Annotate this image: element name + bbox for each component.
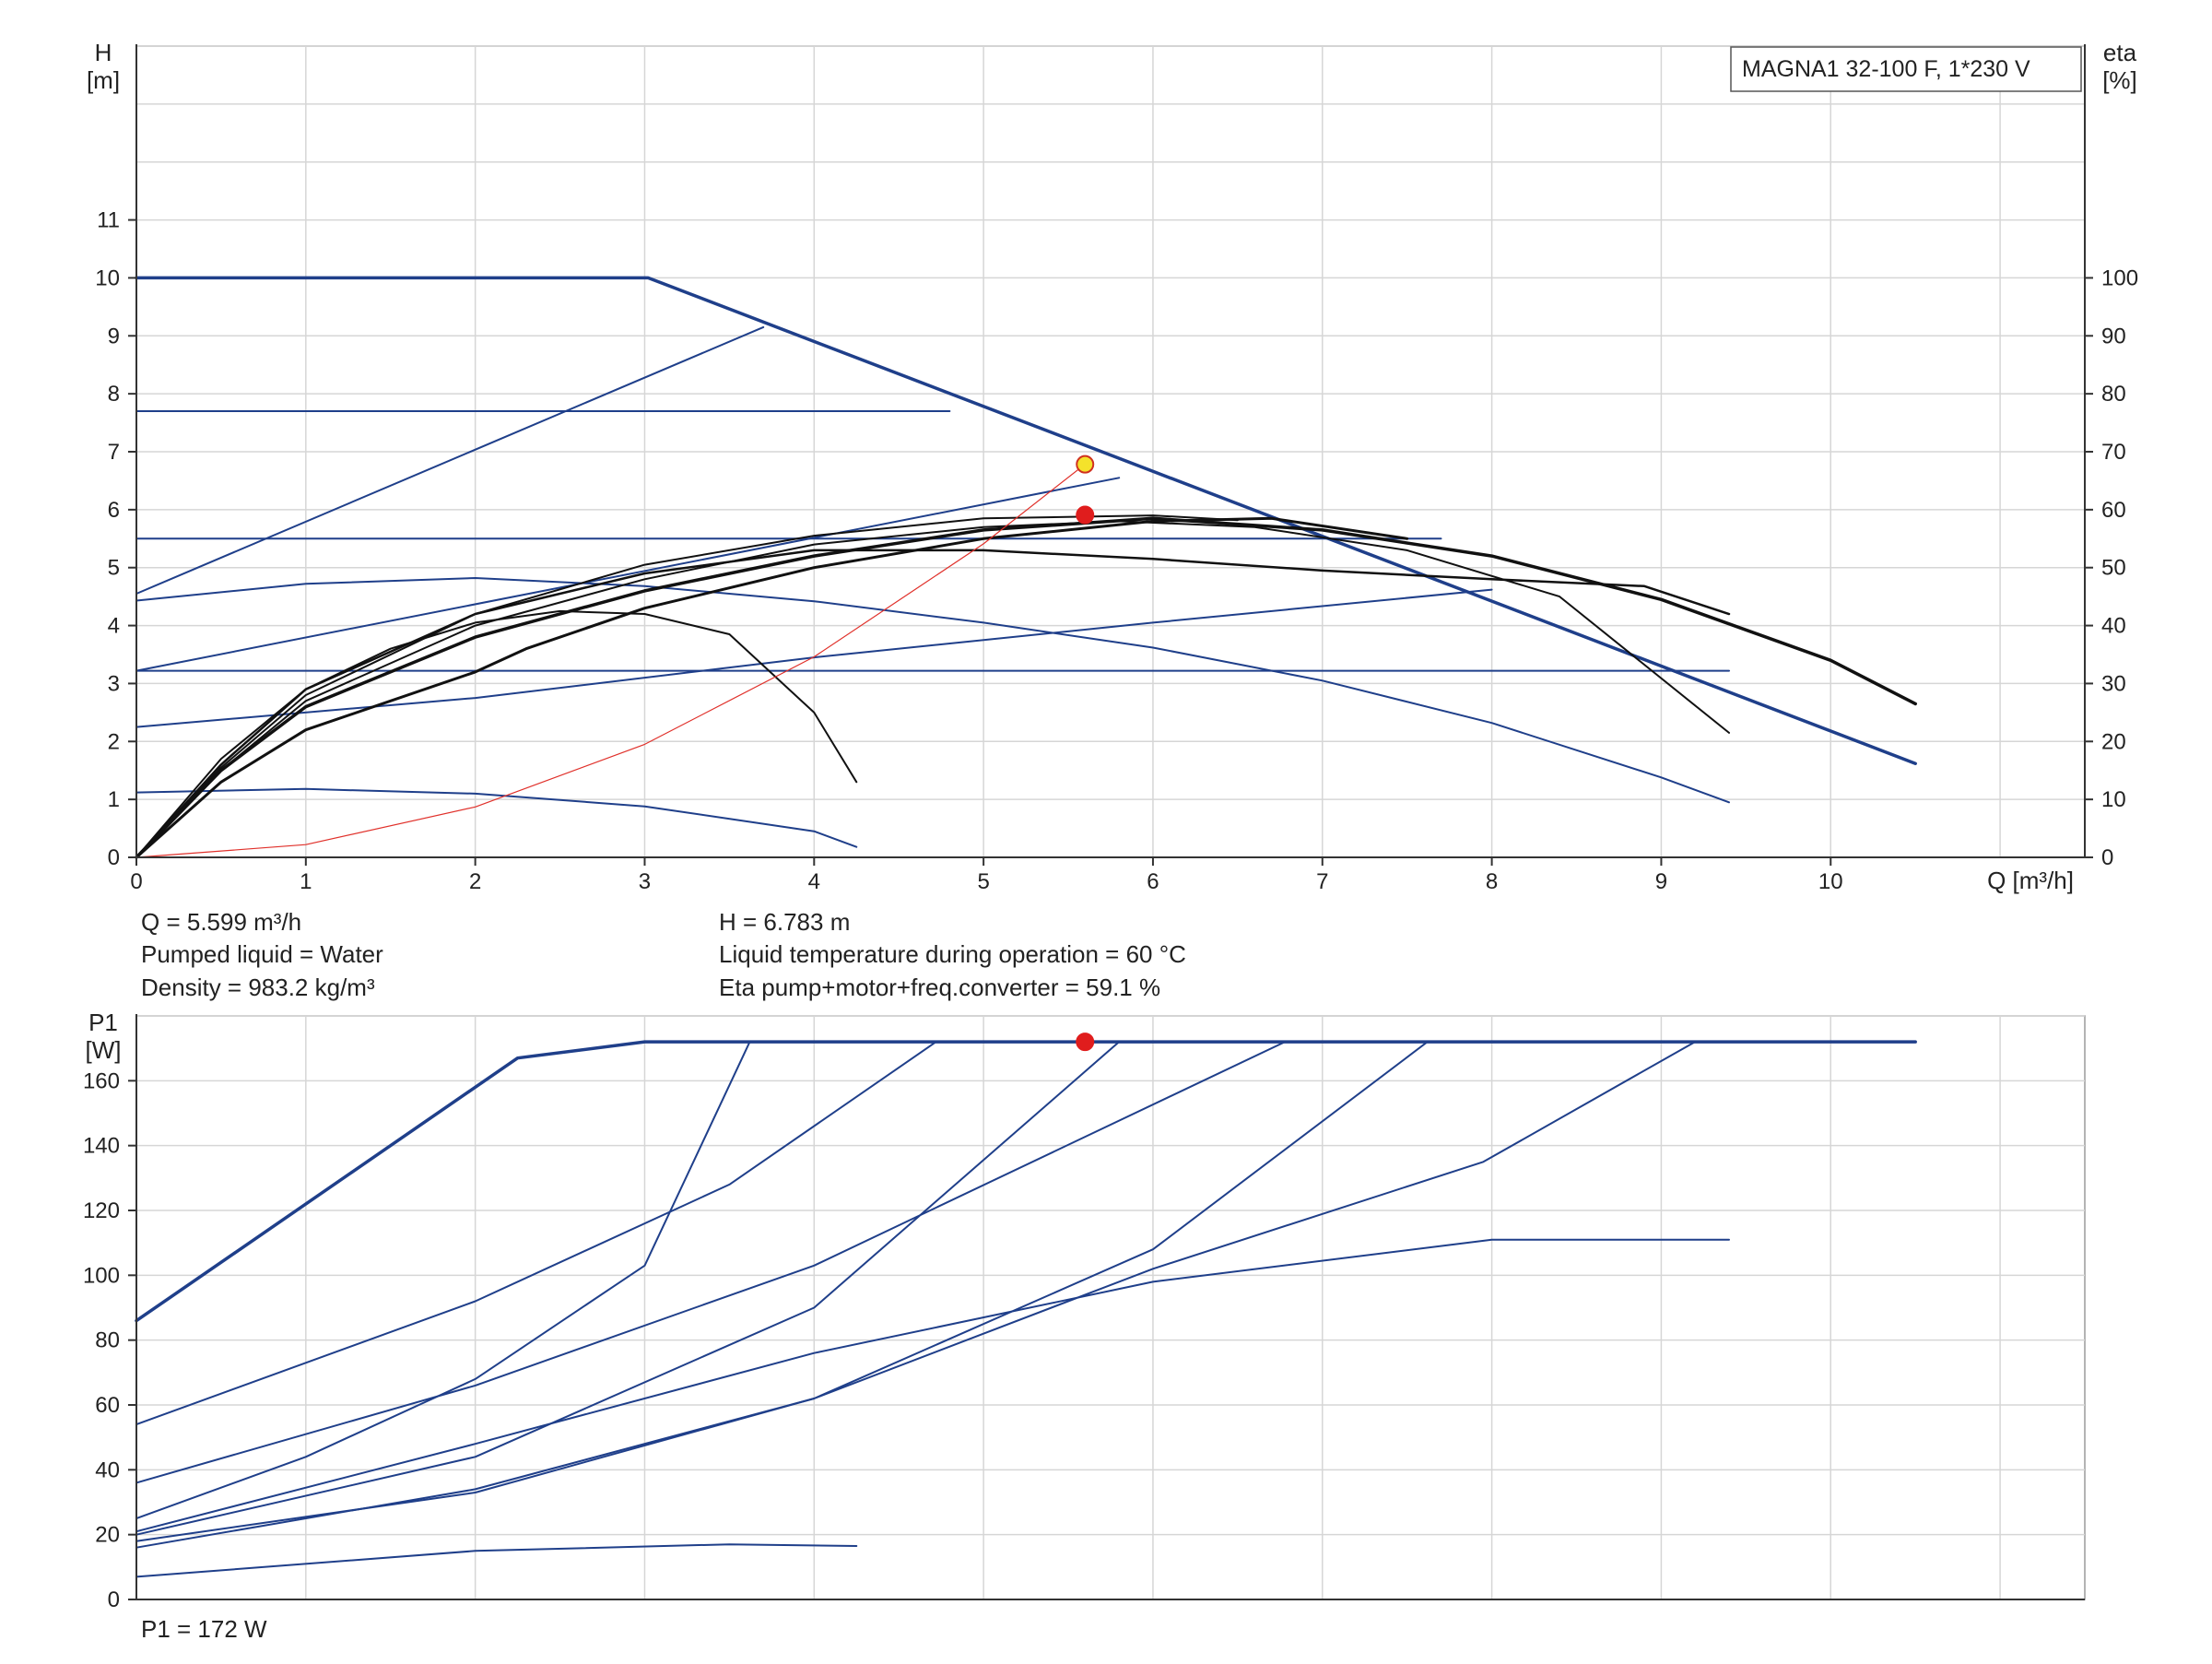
plot-frame — [135, 1015, 2086, 1600]
x-tick-label: 9 — [1655, 869, 1667, 894]
curve-7 — [135, 1238, 1730, 1533]
curve-8 — [135, 787, 858, 848]
info-block: Q = 5.599 m³/h Pumped liquid = Water Den… — [141, 908, 1186, 1643]
curve-6 — [135, 1041, 1697, 1549]
y-tick-label: 140 — [83, 1134, 120, 1159]
y-tick-label: 100 — [83, 1263, 120, 1288]
y-tick-label: 2 — [108, 729, 120, 754]
efficiency-readout: Eta pump+motor+freq.converter = 59.1 % — [719, 974, 1160, 1001]
legend-frame — [1730, 46, 2082, 92]
temperature-readout: Liquid temperature during operation = 60… — [719, 940, 1186, 968]
y-axis-title: [m] — [87, 66, 120, 94]
y-tick-label: 10 — [95, 266, 120, 290]
x-tick-label: 6 — [1147, 869, 1159, 894]
y-tick-label: 6 — [108, 498, 120, 523]
curve-4 — [135, 325, 765, 595]
bottom-chart-grid — [135, 1015, 2086, 1600]
x-tick-label: 10 — [1818, 869, 1843, 894]
y-tick-label: 1 — [108, 787, 120, 812]
y-tick-label: 9 — [108, 324, 120, 348]
curve-12 — [135, 520, 1730, 858]
y-right-tick-label: 90 — [2101, 324, 2126, 348]
power-readout: P1 = 172 W — [141, 1615, 267, 1643]
curve-7 — [135, 577, 1730, 804]
y-tick-label: 120 — [83, 1198, 120, 1223]
x-tick-label: 8 — [1486, 869, 1498, 894]
y-axis-title: [W] — [86, 1036, 122, 1064]
curve-15 — [135, 464, 1086, 858]
y-right-tick-label: 10 — [2101, 787, 2126, 812]
top-chart-series — [135, 276, 1917, 859]
top-chart-axes — [128, 44, 2093, 866]
curve-4 — [135, 1041, 1287, 1484]
x-axis-title: Q [m³/h] — [1987, 867, 2074, 894]
y-tick-label: 11 — [97, 208, 120, 233]
curve-10 — [135, 609, 858, 858]
bottom-chart-labels: 0 20 40 60 80 100 120 140 160 P1[W] — [83, 1009, 122, 1612]
flow-readout: Q = 5.599 m³/h — [141, 908, 301, 936]
curve-9 — [135, 516, 1917, 859]
x-tick-label: 5 — [977, 869, 989, 894]
legend-label: MAGNA1 32-100 F, 1*230 V — [1742, 56, 2030, 82]
y-tick-label: 3 — [108, 671, 120, 696]
x-tick-label: 1 — [300, 869, 312, 894]
curve-11 — [135, 549, 1731, 859]
y-right-tick-label: 30 — [2101, 671, 2126, 696]
y-tick-label: 0 — [108, 1587, 120, 1612]
y-right-tick-label: 0 — [2101, 845, 2113, 870]
bottom-chart-axes — [128, 1014, 2085, 1600]
y-tick-label: 8 — [108, 382, 120, 407]
curve-5 — [135, 477, 1121, 672]
density-readout: Density = 983.2 kg/m³ — [141, 974, 375, 1001]
top-chart-grid — [135, 45, 2086, 858]
curve-8 — [135, 1543, 858, 1578]
x-tick-label: 0 — [130, 869, 142, 894]
y-right-tick-label: 100 — [2101, 266, 2138, 290]
y-right-tick-label: 20 — [2101, 729, 2126, 754]
head-readout: H = 6.783 m — [719, 908, 850, 936]
y-right-tick-label: 80 — [2101, 382, 2126, 407]
legend-box: MAGNA1 32-100 F, 1*230 V — [1730, 46, 2082, 92]
y-tick-label: 60 — [95, 1393, 120, 1418]
curve-3 — [135, 1041, 1121, 1536]
y-tick-label: 40 — [95, 1457, 120, 1482]
y-tick-label: 7 — [108, 440, 120, 465]
y-tick-label: 4 — [108, 614, 120, 639]
y-tick-label: 160 — [83, 1068, 120, 1093]
y-tick-label: 80 — [95, 1328, 120, 1353]
y-right-tick-label: 40 — [2101, 614, 2126, 639]
liquid-readout: Pumped liquid = Water — [141, 940, 383, 968]
top-chart-labels: 0 1 2 3 4 5 6 7 8 9 10 11 0 1 2 3 4 5 6 7 8 9 10 H[m] Q [m³/h] 0 1… — [87, 39, 2138, 894]
x-tick-label: 3 — [639, 869, 651, 894]
curve-13 — [135, 516, 1409, 859]
curve-1 — [135, 1041, 751, 1520]
x-tick-label: 7 — [1316, 869, 1328, 894]
y-right-axis-title: [%] — [2102, 66, 2137, 94]
y-tick-label: 0 — [108, 845, 120, 870]
curve-14 — [135, 514, 1239, 858]
y-tick-label: 5 — [108, 556, 120, 581]
operating-point-marker-0 — [1076, 1033, 1095, 1052]
y-axis-title: P1 — [88, 1009, 118, 1036]
operating-point-marker-0 — [1076, 454, 1095, 474]
y-right-tick-label: 50 — [2101, 556, 2126, 581]
y-tick-label: 20 — [95, 1523, 120, 1548]
x-tick-label: 2 — [469, 869, 481, 894]
operating-point-marker-1 — [1076, 505, 1095, 525]
curve-0 — [135, 1040, 1917, 1323]
y-right-tick-label: 60 — [2101, 498, 2126, 523]
x-tick-label: 4 — [808, 869, 820, 894]
bottom-chart-series — [135, 1033, 1917, 1578]
y-right-axis-title: eta — [2103, 39, 2137, 66]
curve-0 — [135, 276, 1917, 765]
y-right-tick-label: 70 — [2101, 440, 2126, 465]
y-axis-title: H — [95, 39, 112, 66]
curve-2 — [135, 1041, 937, 1426]
